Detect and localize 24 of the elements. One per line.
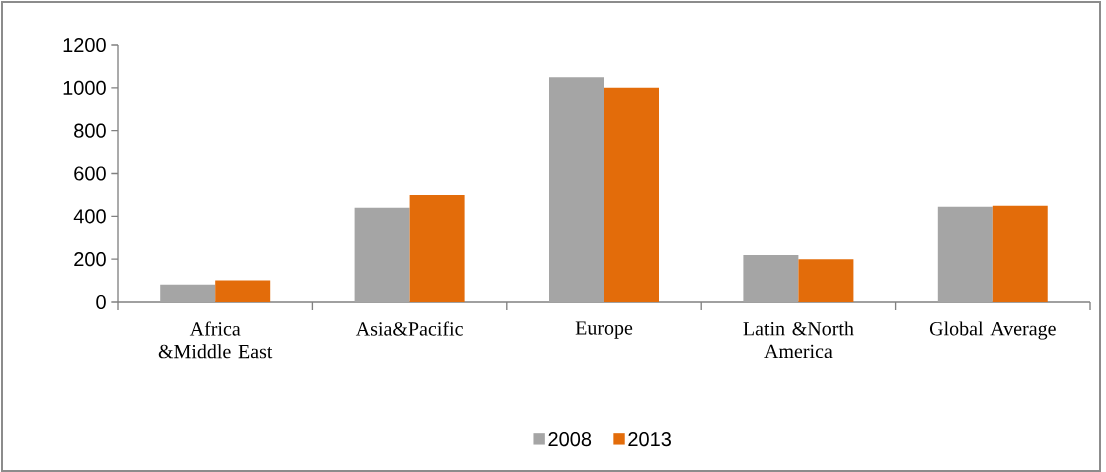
x-tick-label: Asia&Pacific [355,321,463,336]
bar [160,284,216,302]
bar [354,207,410,302]
y-tick-label: 1000 [63,80,106,95]
x-tick-label: Africa &Middle East [158,321,273,359]
bar [549,77,605,302]
y-tick-label: 600 [74,166,106,181]
y-tick-label: 1200 [63,37,106,53]
bar [604,87,659,302]
y-tick-label: 0 [96,294,106,310]
y-tick-label: 800 [74,123,106,138]
bar [743,254,799,302]
bar [409,194,465,302]
x-tick-label: Global Average [929,321,1056,340]
x-tick-label: Latin &North America [743,321,854,359]
bar [798,259,854,302]
y-tick-label: 200 [74,252,106,267]
legend-label: 2008 [548,432,592,447]
x-tick-label: Europe [575,321,633,339]
y-tick-label: 400 [73,209,106,224]
bar [992,205,1048,302]
bar [937,206,993,302]
legend-label: 2013 [628,432,671,447]
bar [215,280,271,302]
